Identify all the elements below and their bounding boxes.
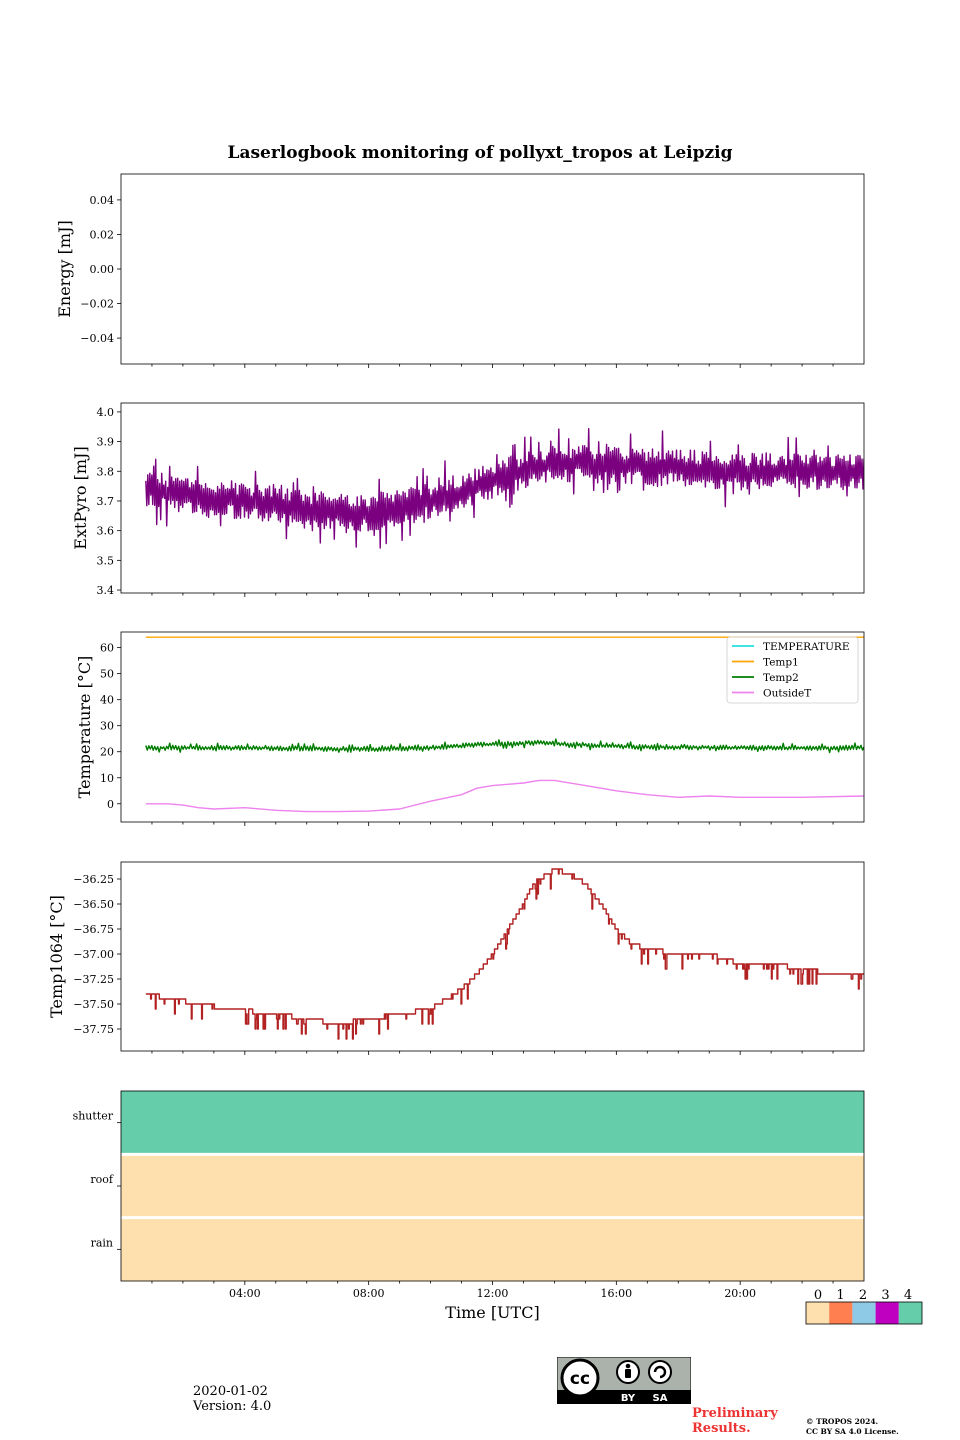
temperature-ytick-label: 40 [100, 694, 114, 707]
extpyro-series-extpyro-line [145, 428, 864, 549]
temp1064-ytick-label: −36.25 [73, 873, 114, 886]
extpyro-ytick-label: 3.4 [97, 584, 115, 597]
temperature-series-outsidet-line [145, 779, 864, 813]
license-sa-label: SA [653, 1393, 668, 1404]
svg-text:cc: cc [570, 1369, 590, 1389]
temperature-panel: 60 50 40 30 20 10 0 Temperature [°C] TEMPERATURE… [75, 631, 865, 826]
colorbar-swatch-1 [829, 1302, 853, 1324]
temperature-ytick-label: 30 [100, 720, 114, 733]
legend-label-outsidet: OutsideT [763, 688, 811, 700]
flag-row-shutter [121, 1091, 864, 1155]
energy-ytick-label: −0.04 [80, 332, 114, 345]
temperature-ytick-label: 10 [100, 772, 114, 785]
colorbar-tick-label: 0 [814, 1288, 822, 1303]
flag-row-label-roof: roof [90, 1173, 114, 1186]
copyright-note: © TROPOS 2024. CC BY SA 4.0 License. [806, 1417, 899, 1437]
extpyro-ytick-label: 3.5 [97, 554, 115, 567]
colorbar-swatch-3 [875, 1302, 899, 1324]
legend-label-temp2: Temp2 [763, 672, 799, 684]
legend-label-temperature: TEMPERATURE [763, 641, 850, 653]
license-by-label: BY [621, 1393, 636, 1404]
colorbar-swatch-2 [852, 1302, 876, 1324]
colorbar-tick-label: 4 [904, 1288, 912, 1303]
temp1064-ytick-label: −37.75 [73, 1023, 114, 1036]
flags-xtick-label: 08:00 [353, 1287, 385, 1300]
preliminary-results-note: Preliminary Results. [692, 1406, 778, 1436]
flag-row-rain [121, 1217, 864, 1281]
preliminary-line-2: Results. [692, 1421, 751, 1436]
extpyro-ytick-label: 3.9 [97, 436, 115, 449]
colorbar-tick-label: 1 [836, 1288, 844, 1303]
energy-ytick-label: 0.04 [90, 194, 115, 207]
temp1064-plot-area [145, 868, 864, 1040]
flags-xtick-label: 16:00 [600, 1287, 632, 1300]
flags-xtick-label: 12:00 [477, 1287, 509, 1300]
energy-ytick-label: −0.02 [80, 298, 114, 311]
energy-ylabel: Energy [mJ] [55, 220, 74, 318]
legend-box [726, 636, 859, 704]
colorbar-tick-label: 3 [881, 1288, 889, 1303]
date-version-block: 2020-01-02 Version: 4.0 [193, 1384, 271, 1414]
temperature-series-temp2-line [145, 738, 864, 754]
flag-row-label-shutter: shutter [73, 1110, 114, 1123]
flags-xtick-label: 04:00 [229, 1287, 261, 1300]
temp1064-ytick-label: −36.75 [73, 923, 114, 936]
extpyro-ytick-label: 3.7 [97, 495, 115, 508]
colorbar-frame [805, 1301, 923, 1325]
extpyro-ytick-label: 3.8 [97, 465, 115, 478]
temperature-ytick-label: 50 [100, 668, 114, 681]
temp1064-ytick-label: −36.50 [73, 898, 114, 911]
extpyro-plot-area [145, 428, 864, 549]
date-label: 2020-01-02 [193, 1384, 268, 1399]
colorbar-swatch-4 [898, 1302, 922, 1324]
temp1064-ytick-label: −37.00 [73, 948, 114, 961]
energy-ytick-label: 0.00 [90, 263, 115, 276]
energy-ytick-label: 0.02 [90, 228, 115, 241]
chart-title: Laserlogbook monitoring of pollyxt_tropo… [227, 143, 732, 163]
flag-row-roof [121, 1154, 864, 1218]
temperature-ytick-label: 0 [107, 798, 114, 811]
flag-row-label-rain: rain [91, 1236, 113, 1249]
extpyro-ytick-label: 3.6 [97, 525, 115, 538]
colorbar-swatch-0 [806, 1302, 830, 1324]
energy-axes-frame [120, 173, 865, 365]
extpyro-panel: 4.0 3.9 3.8 3.7 3.6 3.5 3.4 ExtPyro [mJ] [71, 402, 865, 597]
colorbar-tick-label: 2 [859, 1288, 867, 1303]
preliminary-line-1: Preliminary [692, 1406, 778, 1421]
flags-panel: shutter roof rain 04:00 08:00 12:00 16:00 20:00… [73, 1090, 923, 1325]
temp1064-series-temp1064-line [145, 868, 864, 1040]
energy-panel: 0.04 0.02 0.00 −0.02 −0.04 Energy [mJ] [55, 173, 865, 368]
temperature-ylabel: Temperature [°C] [75, 656, 94, 799]
copyright-line-1: © TROPOS 2024. [806, 1417, 879, 1426]
version-label: Version: 4.0 [193, 1399, 272, 1414]
temperature-ytick-label: 60 [100, 642, 114, 655]
copyright-line-2: CC BY SA 4.0 License. [806, 1427, 899, 1436]
flags-xtick-label: 20:00 [724, 1287, 756, 1300]
temp1064-ytick-label: −37.25 [73, 973, 114, 986]
extpyro-ylabel: ExtPyro [mJ] [71, 446, 90, 549]
legend-label-temp1: Temp1 [763, 657, 799, 669]
temperature-ytick-label: 20 [100, 746, 114, 759]
cc-by-sa-license-icon: cc BY SA [557, 1357, 691, 1404]
temp1064-panel: −36.25 −36.50 −36.75 −37.00 −37.25 −37.50 −37.… [47, 861, 865, 1055]
temp1064-ytick-label: −37.50 [73, 998, 114, 1011]
temp1064-ylabel: Temp1064 [°C] [47, 895, 66, 1018]
x-axis-label: Time [UTC] [445, 1303, 539, 1322]
extpyro-ytick-label: 4.0 [97, 406, 115, 419]
